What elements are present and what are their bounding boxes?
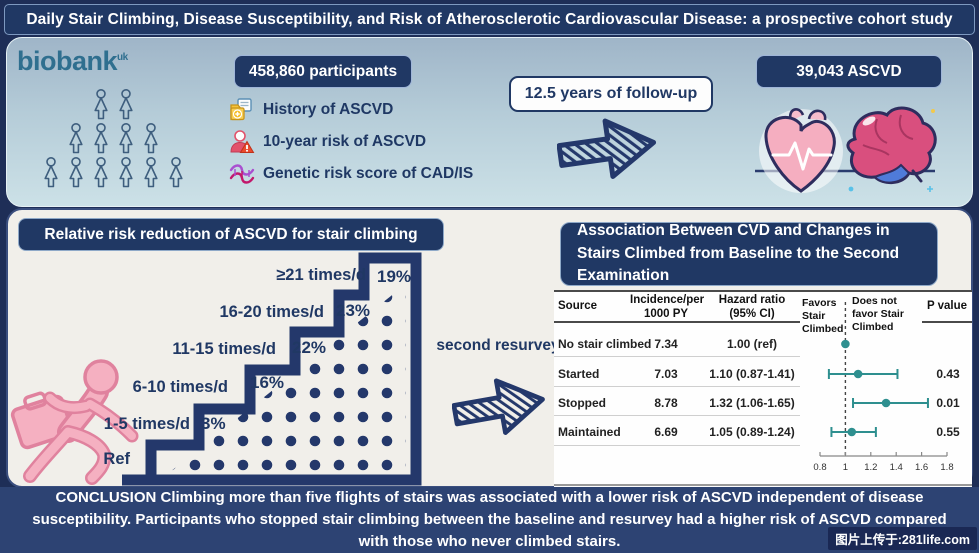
table-cell-incidence: 7.34: [654, 337, 678, 351]
title-bar: Daily Stair Climbing, Disease Susceptibi…: [4, 4, 975, 35]
table-cell-p: 0.55: [936, 425, 960, 439]
stair-label-21: ≥21 times/d: [276, 266, 366, 284]
followup-badge: 12.5 years of follow-up: [509, 76, 713, 112]
risk-item-10yr: 10-year risk of ASCVD: [229, 127, 426, 157]
col-header-hazard: Hazard ratio (95% CI): [718, 294, 786, 321]
col-header-p: P value: [926, 300, 968, 312]
dna-icon: [229, 164, 255, 184]
svg-text:0.8: 0.8: [813, 462, 826, 473]
person-icon: [90, 88, 112, 121]
participants-badge: 458,860 participants: [234, 55, 412, 88]
hatched-arrow-icon: [557, 110, 657, 188]
cohort-panel: biobankuk 458,860 part: [6, 37, 973, 207]
person-icon: [115, 156, 137, 189]
heart-brain-illustration: [755, 106, 937, 193]
association-header: Association Between CVD and Changes in S…: [560, 222, 938, 286]
table-cell-source: Started: [558, 367, 600, 381]
stair-label-11-15: 11-15 times/d: [172, 340, 276, 358]
stair-percent-21: 19%: [377, 267, 412, 286]
person-icon: [65, 122, 87, 155]
table-cell-incidence: 7.03: [654, 367, 678, 381]
resurvey-label: second resurvey: [436, 337, 560, 354]
table-cell-hazard: 1.10 (0.87-1.41): [709, 367, 795, 381]
association-table: Source Incidence/per 1000 PY Hazard rati…: [554, 290, 972, 488]
stair-label-16-20: 16-20 times/d: [219, 303, 324, 321]
stair-step-chart: [122, 252, 422, 486]
page-title: Daily Stair Climbing, Disease Susceptibi…: [26, 10, 953, 28]
person-icon: [115, 88, 137, 121]
person-warning-icon: [230, 130, 255, 153]
stair-label-6-10: 6-10 times/d: [132, 378, 228, 396]
svg-text:1.6: 1.6: [915, 462, 928, 473]
hatched-arrow-icon: [452, 362, 546, 452]
brain-icon: [846, 106, 937, 192]
stair-chart-header: Relative risk reduction of ASCVD for sta…: [18, 218, 444, 251]
svg-text:1.2: 1.2: [864, 462, 877, 473]
risk-item-history: History of ASCVD: [229, 95, 393, 125]
svg-text:1: 1: [843, 462, 848, 473]
person-icon: [140, 156, 162, 189]
risk-item-label: 10-year risk of ASCVD: [263, 133, 427, 150]
people-pyramid: [21, 88, 206, 189]
person-icon: [90, 156, 112, 189]
stair-label-1-5: 1-5 times/d: [103, 415, 190, 433]
person-icon: [165, 156, 187, 189]
heart-icon: [764, 108, 836, 193]
risk-item-genetic: Genetic risk score of CAD/IS: [229, 159, 473, 189]
risk-item-label: Genetic risk score of CAD/IS: [263, 165, 474, 182]
table-cell-hazard: 1.00 (ref): [726, 337, 778, 351]
folder-plus-icon: [230, 98, 252, 121]
person-icon: [115, 122, 137, 155]
results-panel: Relative risk reduction of ASCVD for sta…: [6, 208, 973, 488]
person-icon: [40, 156, 62, 189]
table-cell-p: [924, 332, 972, 356]
stair-percent-1-5: 3%: [201, 414, 226, 433]
conclusion-text: CONCLUSION Climbing more than five fligh…: [32, 489, 947, 550]
table-cell-incidence: 8.78: [654, 396, 678, 410]
col-header-incidence: Incidence/per 1000 PY: [630, 294, 705, 321]
col-header-source: Source: [558, 300, 597, 312]
watermark: 图片上传于:281life.com: [828, 527, 977, 550]
stair-percent-16-20: 23%: [336, 301, 371, 320]
stair-percent-6-10: 16%: [250, 373, 285, 392]
table-cell-incidence: 6.69: [654, 425, 678, 439]
table-cell-p: 0.01: [936, 396, 960, 410]
risk-item-label: History of ASCVD: [263, 101, 394, 118]
table-cell-source: Stopped: [558, 396, 606, 410]
conclusion-bar: CONCLUSION Climbing more than five fligh…: [0, 487, 979, 553]
svg-text:1.4: 1.4: [890, 462, 903, 473]
stair-percent-11-15: 22%: [292, 338, 327, 357]
climbing-person-icon: [10, 359, 139, 485]
table-cell-source: Maintained: [558, 425, 621, 439]
stair-label-ref: Ref: [103, 450, 130, 468]
person-icon: [90, 122, 112, 155]
svg-text:1.8: 1.8: [940, 462, 953, 473]
table-cell-hazard: 1.05 (0.89-1.24): [709, 425, 795, 439]
table-cell-hazard: 1.32 (1.06-1.65): [709, 396, 795, 410]
outcome-badge: 39,043 ASCVD: [756, 55, 942, 88]
col-header-not-favors: Does not favor Stair Climbed: [852, 295, 904, 334]
person-icon: [65, 156, 87, 189]
col-header-favors: Favors Stair Climbed: [802, 297, 844, 336]
biobank-logo: biobankuk: [17, 46, 128, 76]
table-cell-p: 0.43: [936, 367, 960, 381]
table-cell-source: No stair climbed: [558, 337, 652, 351]
person-icon: [140, 122, 162, 155]
